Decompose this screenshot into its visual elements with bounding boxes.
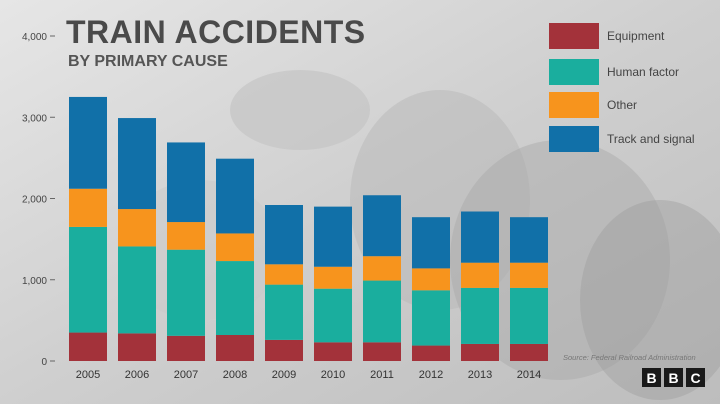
bbc-logo: B B C	[642, 368, 705, 387]
bar-segment-equipment-2008	[216, 335, 254, 361]
legend-label: Other	[607, 98, 638, 112]
bar-segment-human-factor-2008	[216, 261, 254, 335]
chart-title: TRAIN ACCIDENTS	[66, 14, 366, 50]
bar-segment-equipment-2009	[265, 339, 303, 361]
bar-segment-human-factor-2011	[363, 280, 401, 343]
legend-swatch	[549, 92, 599, 118]
bar-segment-other-2009	[265, 264, 303, 285]
bar-segment-human-factor-2005	[69, 226, 107, 333]
legend-item-human-factor: Human factor	[549, 59, 713, 85]
bar-segment-human-factor-2010	[314, 288, 352, 343]
bar-segment-equipment-2007	[167, 335, 205, 361]
legend-swatch	[549, 23, 599, 49]
bar-segment-other-2010	[314, 266, 352, 289]
x-tick-label: 2005	[76, 369, 100, 381]
bar-segment-other-2005	[69, 188, 107, 227]
legend-label: Human factor	[607, 65, 680, 79]
y-tick-label: 4,000	[22, 32, 47, 43]
bar-segment-track-and-signal-2009	[265, 205, 303, 265]
bar-segment-track-and-signal-2006	[118, 118, 156, 210]
source-note: Source: Federal Railroad Administration	[563, 353, 696, 362]
bar-segment-human-factor-2014	[510, 287, 548, 344]
bar-segment-track-and-signal-2008	[216, 158, 254, 234]
y-tick-label: 3,000	[22, 113, 47, 124]
x-tick-label: 2007	[174, 369, 198, 381]
bar-segment-other-2012	[412, 268, 450, 291]
bar-segment-equipment-2005	[69, 332, 107, 361]
legend-label: Track and signal	[607, 132, 695, 146]
legend-item-equipment: Equipment	[549, 23, 713, 49]
x-tick-label: 2014	[517, 369, 541, 381]
bar-segment-track-and-signal-2012	[412, 217, 450, 269]
bar-segment-track-and-signal-2007	[167, 142, 205, 223]
legend-swatch	[549, 126, 599, 152]
x-axis: 2005 2006 2007 2008 2009 2010 2011 2012 2013 2014	[76, 369, 541, 381]
x-tick-label: 2011	[370, 369, 394, 381]
bar-segment-equipment-2011	[363, 342, 401, 361]
y-tick-label: 0	[41, 357, 47, 368]
x-tick-label: 2006	[125, 369, 149, 381]
bar-segment-other-2014	[510, 262, 548, 288]
bar-segment-human-factor-2009	[265, 284, 303, 340]
bars	[69, 96, 548, 361]
logo-letter-b2: B	[664, 368, 683, 387]
y-tick-label: 1,000	[22, 276, 47, 287]
bar-segment-equipment-2012	[412, 345, 450, 361]
legend-swatch	[549, 59, 599, 85]
legend-label: Equipment	[607, 29, 665, 43]
bar-segment-track-and-signal-2010	[314, 206, 352, 267]
x-tick-label: 2012	[419, 369, 443, 381]
y-axis: 0 1,000 2,000 3,000 4,000	[22, 32, 55, 368]
bar-segment-human-factor-2007	[167, 249, 205, 336]
bar-segment-track-and-signal-2005	[69, 96, 107, 189]
x-tick-label: 2013	[468, 369, 492, 381]
bar-segment-other-2013	[461, 262, 499, 288]
bar-segment-equipment-2006	[118, 333, 156, 361]
bar-segment-equipment-2014	[510, 343, 548, 361]
logo-letter-b1: B	[642, 368, 661, 387]
bar-segment-human-factor-2012	[412, 290, 450, 346]
bar-segment-human-factor-2006	[118, 246, 156, 334]
x-tick-label: 2009	[272, 369, 296, 381]
x-tick-label: 2010	[321, 369, 345, 381]
legend-item-track-and-signal: Track and signal	[549, 126, 713, 152]
bar-segment-track-and-signal-2011	[363, 195, 401, 257]
bar-segment-other-2006	[118, 209, 156, 247]
bar-segment-human-factor-2013	[461, 287, 499, 344]
chart-subtitle: BY PRIMARY CAUSE	[68, 53, 228, 70]
bar-segment-track-and-signal-2014	[510, 217, 548, 263]
legend-item-other: Other	[549, 92, 713, 118]
bar-segment-equipment-2013	[461, 343, 499, 361]
bar-segment-track-and-signal-2013	[461, 211, 499, 263]
logo-letter-c: C	[686, 368, 705, 387]
bar-segment-other-2008	[216, 233, 254, 262]
bar-segment-other-2011	[363, 256, 401, 281]
y-tick-label: 2,000	[22, 195, 47, 206]
x-tick-label: 2008	[223, 369, 247, 381]
bar-segment-other-2007	[167, 222, 205, 250]
bar-segment-equipment-2010	[314, 342, 352, 361]
